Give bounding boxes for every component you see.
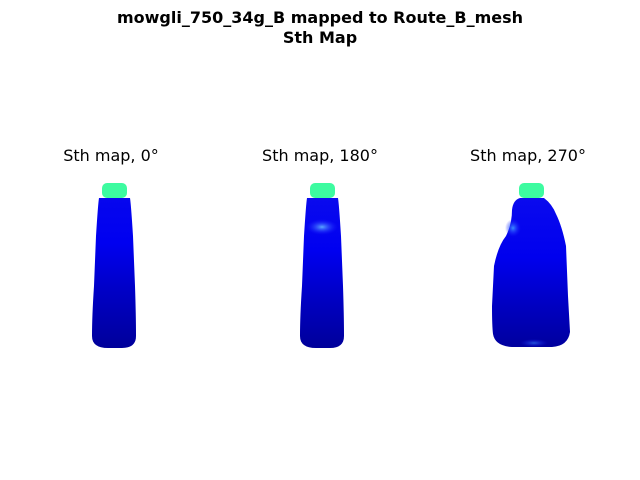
stress-highlight bbox=[306, 219, 338, 235]
bottle-body bbox=[92, 198, 136, 348]
bottle-body bbox=[300, 198, 344, 348]
bottle-view-270 bbox=[492, 183, 570, 347]
stress-highlight-bottom bbox=[520, 339, 548, 347]
panel-title-0: Sth map, 0° bbox=[63, 146, 159, 165]
figure-title-line2: Sth Map bbox=[282, 28, 358, 47]
bottle-view-0 bbox=[92, 183, 136, 348]
bottle-view-180 bbox=[300, 183, 344, 348]
bottle-body bbox=[492, 198, 570, 347]
bottle-cap bbox=[310, 183, 335, 198]
figure-title-line1: mowgli_750_34g_B mapped to Route_B_mesh bbox=[116, 8, 524, 27]
stress-highlight bbox=[505, 219, 521, 237]
bottle-cap bbox=[102, 183, 127, 198]
figure-title: mowgli_750_34g_B mapped to Route_B_mesh … bbox=[0, 8, 640, 48]
panel-title-180: Sth map, 180° bbox=[262, 146, 378, 165]
panel-title-270: Sth map, 270° bbox=[470, 146, 586, 165]
bottle-cap bbox=[519, 183, 544, 198]
